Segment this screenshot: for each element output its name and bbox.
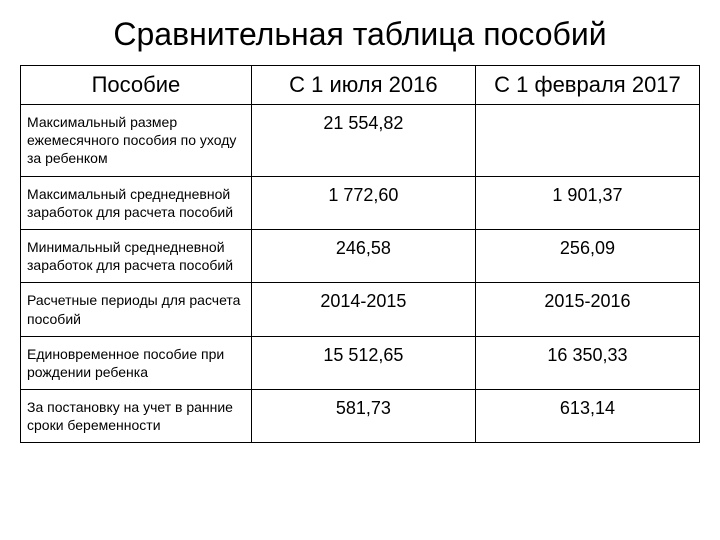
- page-title: Сравнительная таблица пособий: [20, 16, 700, 53]
- row-label: За постановку на учет в ранние сроки бер…: [21, 390, 252, 443]
- table-header-row: Пособие С 1 июля 2016 С 1 февраля 2017: [21, 66, 700, 105]
- benefits-table: Пособие С 1 июля 2016 С 1 февраля 2017 М…: [20, 65, 700, 443]
- row-value-1: 1 772,60: [251, 176, 475, 229]
- table-row: Максимальный среднедневной заработок для…: [21, 176, 700, 229]
- row-label: Расчетные периоды для расчета пособий: [21, 283, 252, 336]
- row-value-1: 21 554,82: [251, 105, 475, 177]
- row-value-1: 2014-2015: [251, 283, 475, 336]
- row-label: Максимальный размер ежемесячного пособия…: [21, 105, 252, 177]
- col-header-period-2: С 1 февраля 2017: [475, 66, 699, 105]
- row-value-1: 581,73: [251, 390, 475, 443]
- table-row: Единовременное пособие при рождении ребе…: [21, 336, 700, 389]
- table-row: Максимальный размер ежемесячного пособия…: [21, 105, 700, 177]
- col-header-period-1: С 1 июля 2016: [251, 66, 475, 105]
- row-value-2: 16 350,33: [475, 336, 699, 389]
- row-label: Максимальный среднедневной заработок для…: [21, 176, 252, 229]
- table-row: За постановку на учет в ранние сроки бер…: [21, 390, 700, 443]
- table-row: Расчетные периоды для расчета пособий 20…: [21, 283, 700, 336]
- row-value-2: 1 901,37: [475, 176, 699, 229]
- row-value-2: 613,14: [475, 390, 699, 443]
- row-value-1: 15 512,65: [251, 336, 475, 389]
- table-row: Минимальный среднедневной заработок для …: [21, 229, 700, 282]
- row-label: Минимальный среднедневной заработок для …: [21, 229, 252, 282]
- row-value-2: 256,09: [475, 229, 699, 282]
- col-header-benefit: Пособие: [21, 66, 252, 105]
- row-value-2: [475, 105, 699, 177]
- slide: Сравнительная таблица пособий Пособие С …: [0, 0, 720, 540]
- row-value-2: 2015-2016: [475, 283, 699, 336]
- row-value-1: 246,58: [251, 229, 475, 282]
- row-label: Единовременное пособие при рождении ребе…: [21, 336, 252, 389]
